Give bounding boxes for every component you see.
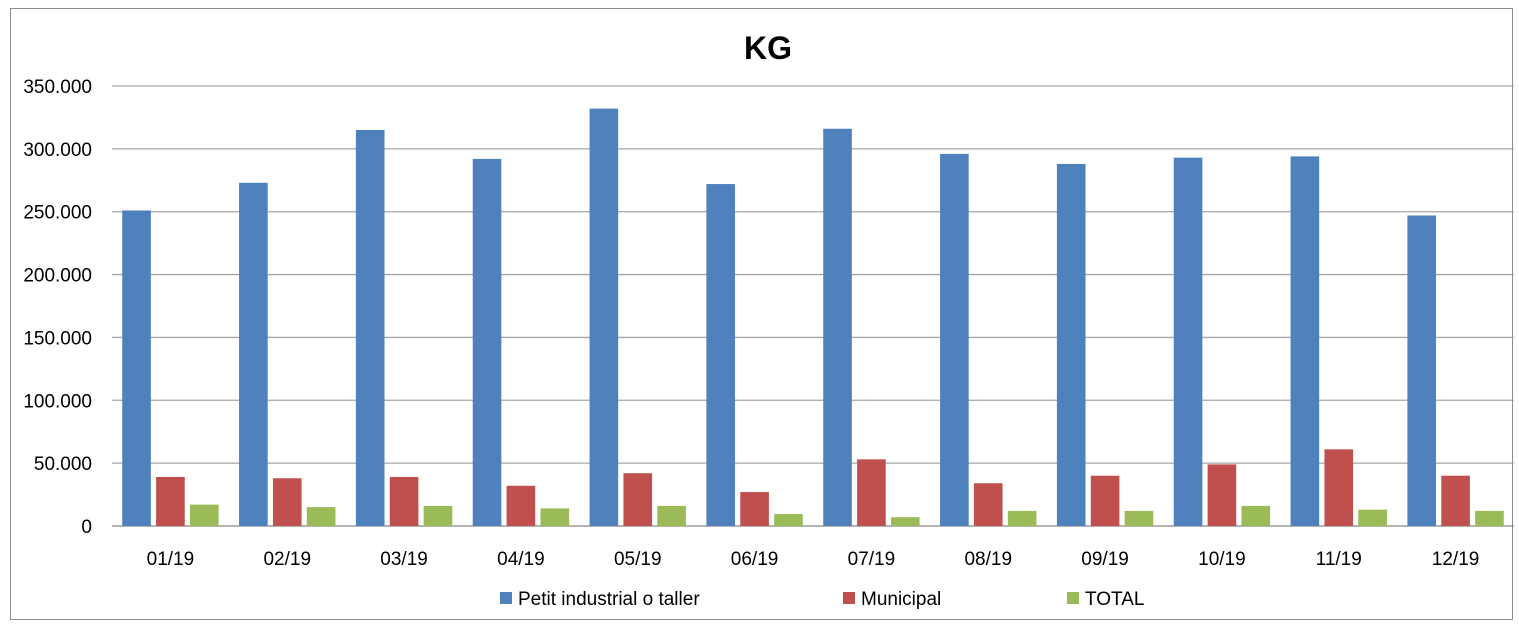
bar-total-10-19: [1241, 505, 1271, 526]
bar-petit-industrial-o-taller-02-19: [239, 182, 268, 527]
x-tick-label: 12/19: [1432, 549, 1480, 570]
bar-petit-industrial-o-taller-01-19: [122, 210, 151, 526]
legend-label: Municipal: [861, 589, 941, 610]
bar-municipal-08-19: [973, 483, 1003, 526]
x-axis-ticks: 01/19 02/19 03/19 04/19 05/19 06/19 07/19 08/19…: [147, 549, 1480, 570]
bar-total-12-19: [1475, 510, 1504, 526]
y-axis-ticks: 0 50.000 100.000 150.000 200.000 250.000 300.0…: [23, 77, 92, 538]
bar-total-07-19: [890, 517, 920, 526]
bar-total-02-19: [306, 507, 336, 526]
bar-municipal-03-19: [389, 476, 419, 526]
bar-petit-industrial-o-taller-06-19: [706, 184, 736, 527]
y-tick-label: 350.000: [23, 77, 92, 98]
bar-total-09-19: [1124, 510, 1154, 526]
legend: Petit industrial o taller Municipal TOTAL: [500, 589, 1144, 610]
x-tick-label: 09/19: [1081, 549, 1129, 570]
legend-swatch: [1067, 592, 1079, 604]
y-tick-label: 250.000: [23, 203, 92, 224]
legend-swatch: [843, 592, 855, 604]
x-tick-label: 04/19: [497, 549, 545, 570]
x-tick-label: 05/19: [614, 549, 662, 570]
bar-municipal-06-19: [740, 492, 769, 526]
bar-total-01-19: [189, 504, 219, 526]
x-tick-label: 07/19: [848, 549, 896, 570]
bars: [122, 108, 1504, 527]
bar-total-11-19: [1358, 509, 1387, 526]
legend-label: TOTAL: [1085, 589, 1144, 610]
x-tick-label: 03/19: [380, 549, 428, 570]
x-tick-label: 02/19: [263, 549, 311, 570]
bar-municipal-07-19: [857, 459, 886, 526]
bar-municipal-09-19: [1090, 475, 1120, 526]
y-tick-label: 0: [81, 517, 92, 538]
gridlines: [112, 85, 1514, 527]
bar-municipal-02-19: [272, 478, 302, 526]
bar-municipal-04-19: [506, 485, 536, 526]
chart-title: KG: [744, 30, 792, 66]
y-tick-label: 100.000: [23, 391, 92, 412]
legend-label: Petit industrial o taller: [518, 589, 700, 610]
y-tick-label: 200.000: [23, 266, 92, 287]
y-tick-label: 300.000: [23, 140, 92, 161]
y-tick-label: 150.000: [23, 328, 92, 349]
bar-petit-industrial-o-taller-05-19: [589, 108, 619, 526]
x-tick-label: 11/19: [1316, 549, 1362, 570]
bar-municipal-12-19: [1441, 475, 1470, 526]
legend-swatch: [500, 592, 512, 604]
chart-container: KG 0 50.000 100.000 150.000 200.000 250.000 30…: [10, 8, 1514, 620]
bar-total-03-19: [423, 505, 453, 526]
x-tick-label: 01/19: [147, 549, 195, 570]
bar-petit-industrial-o-taller-12-19: [1407, 215, 1437, 526]
bar-petit-industrial-o-taller-09-19: [1056, 163, 1086, 526]
bar-total-05-19: [657, 505, 686, 526]
bar-municipal-01-19: [156, 476, 185, 526]
bar-municipal-11-19: [1324, 449, 1354, 526]
bar-chart: KG 0 50.000 100.000 150.000 200.000 250.000 30…: [23, 30, 1514, 610]
bar-petit-industrial-o-taller-04-19: [472, 158, 502, 526]
bar-petit-industrial-o-taller-10-19: [1173, 157, 1203, 526]
bar-total-08-19: [1007, 510, 1037, 526]
bar-total-04-19: [540, 508, 570, 526]
bar-petit-industrial-o-taller-11-19: [1290, 156, 1320, 526]
bar-petit-industrial-o-taller-03-19: [355, 130, 385, 526]
bar-municipal-05-19: [623, 473, 653, 526]
bar-petit-industrial-o-taller-07-19: [823, 128, 852, 526]
bar-municipal-10-19: [1207, 464, 1237, 526]
x-tick-label: 08/19: [964, 549, 1012, 570]
bar-petit-industrial-o-taller-08-19: [940, 153, 969, 526]
x-tick-label: 06/19: [731, 549, 779, 570]
y-tick-label: 50.000: [34, 454, 92, 475]
x-tick-label: 10/19: [1198, 549, 1246, 570]
bar-total-06-19: [774, 514, 803, 526]
